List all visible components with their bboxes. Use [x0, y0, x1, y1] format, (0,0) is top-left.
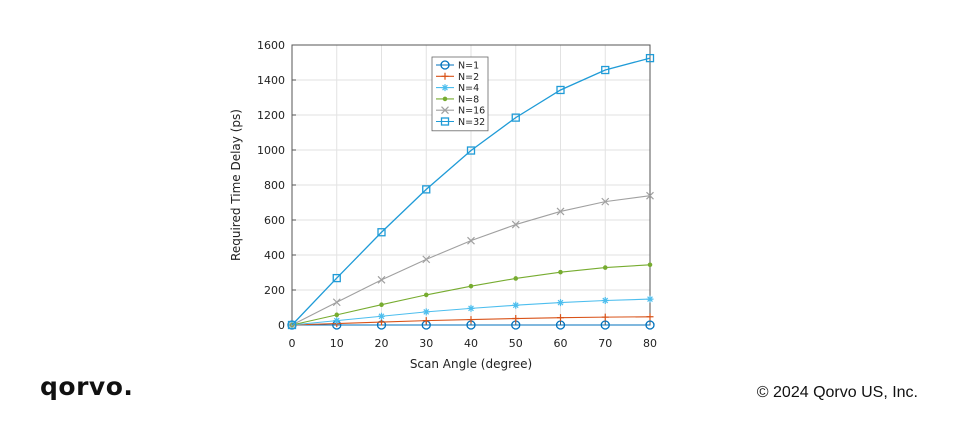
x-tick-label: 40 [464, 337, 478, 350]
series-n-32 [287, 53, 655, 330]
data-point [334, 312, 340, 318]
x-tick-label: 70 [598, 337, 612, 350]
data-point [511, 113, 520, 122]
data-point [601, 65, 610, 75]
legend-label: N=4 [458, 83, 479, 94]
data-point [378, 312, 385, 320]
data-point [557, 299, 564, 307]
data-point [557, 314, 564, 322]
y-axis-label: Required Time Delay (ps) [229, 109, 243, 261]
x-tick-label: 50 [509, 337, 523, 350]
legend-label: N=1 [458, 61, 479, 72]
data-point [602, 265, 608, 270]
data-point [601, 313, 609, 321]
x-axis: 0 10 20 30 40 50 60 70 80 [289, 321, 657, 350]
data-point [468, 283, 474, 289]
y-tick-label: 0 [278, 319, 285, 332]
data-point [422, 317, 430, 325]
y-tick-label: 1600 [257, 39, 285, 52]
data-point [601, 297, 609, 304]
x-axis-label: Scan Angle (degree) [410, 357, 532, 371]
legend-marker [442, 96, 448, 102]
data-point [422, 255, 431, 264]
data-point [467, 316, 475, 324]
legend: N=1N=2N=4N=8N=16N=32 [431, 56, 489, 132]
data-point [466, 146, 476, 155]
data-point [332, 298, 341, 307]
data-point [422, 185, 431, 194]
series-n-8 [289, 262, 653, 328]
data-point [377, 275, 386, 284]
data-point [511, 220, 520, 229]
legend-marker [440, 117, 450, 126]
x-tick-label: 30 [419, 337, 433, 350]
data-point [600, 320, 610, 330]
data-point [512, 301, 520, 309]
x-tick-label: 0 [289, 337, 296, 350]
y-tick-label: 1400 [257, 74, 285, 87]
data-point [647, 262, 653, 268]
data-point [467, 236, 475, 245]
series [287, 53, 655, 330]
data-point [645, 320, 655, 330]
data-point [512, 315, 520, 323]
y-tick-label: 600 [264, 214, 285, 227]
data-point [423, 292, 429, 298]
data-point [601, 197, 610, 206]
data-point [556, 85, 565, 95]
data-point [333, 317, 341, 325]
copyright-text: © 2024 Qorvo US, Inc. [756, 384, 918, 401]
data-point [422, 308, 430, 316]
legend-marker [440, 60, 450, 70]
data-point [377, 228, 386, 237]
data-point [646, 295, 654, 303]
qorvo-logo: qorvo. [40, 372, 134, 401]
data-point [646, 313, 654, 321]
data-point [646, 191, 654, 200]
legend-label: N=2 [458, 72, 479, 83]
y-tick-label: 400 [264, 249, 285, 262]
legend-marker [441, 106, 449, 115]
x-tick-label: 80 [643, 337, 657, 350]
legend-label: N=32 [458, 117, 485, 128]
data-point [379, 302, 384, 308]
series-line [291, 57, 651, 326]
y-tick-label: 800 [264, 179, 285, 192]
series-n-16 [288, 191, 654, 329]
data-point [332, 273, 341, 283]
legend-label: N=16 [458, 106, 485, 117]
legend-marker [441, 72, 449, 80]
x-tick-label: 20 [375, 337, 389, 350]
x-tick-label: 60 [554, 337, 568, 350]
y-axis: 0 200 400 600 800 1000 1200 1400 1600 [257, 39, 296, 332]
data-point [556, 207, 565, 216]
legend-label: N=8 [458, 94, 479, 105]
y-tick-label: 1000 [257, 144, 285, 157]
x-tick-label: 10 [330, 337, 344, 350]
data-point [467, 304, 475, 312]
legend-marker [441, 84, 449, 92]
data-point [558, 269, 563, 275]
y-tick-label: 1200 [257, 109, 285, 122]
y-tick-label: 200 [264, 284, 285, 297]
data-point [513, 276, 519, 281]
data-point [645, 53, 655, 63]
data-point [287, 320, 297, 330]
